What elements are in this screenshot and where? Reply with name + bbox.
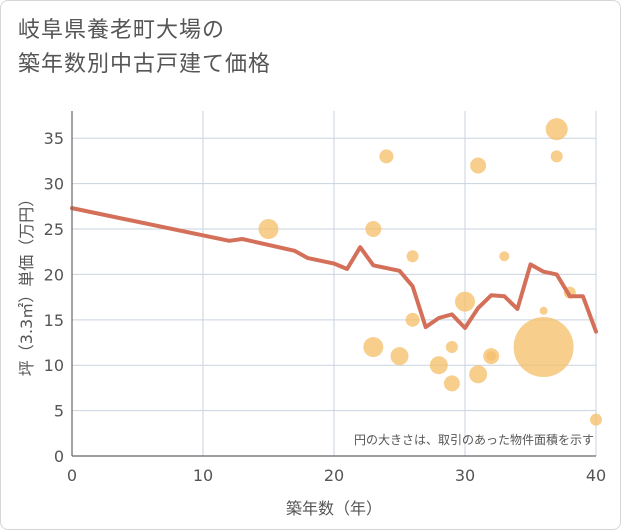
scatter-point (486, 351, 497, 362)
scatter-point (429, 356, 448, 375)
y-tick-label: 25 (44, 220, 64, 239)
scatter-point (258, 219, 279, 240)
axes (71, 111, 596, 457)
title-line-1: 岐阜県養老町大場の (18, 18, 226, 43)
x-tick-label: 0 (67, 466, 77, 485)
scatter-point (590, 413, 602, 426)
x-axis-title: 築年数（年） (286, 499, 382, 518)
y-tick-label: 30 (44, 175, 64, 194)
x-tick-label: 40 (586, 466, 606, 485)
scatter-point (445, 341, 458, 354)
scatter-point (550, 150, 563, 163)
scatter-point (405, 312, 420, 327)
y-axis-title: 坪（3.3㎡）単価（万円） (17, 191, 36, 376)
y-tick-label: 20 (44, 265, 64, 284)
chart-title: 岐阜県養老町大場の 築年数別中古戸建て価格 (18, 14, 271, 82)
scatter-point (545, 118, 568, 141)
trend-line (70, 206, 598, 334)
x-tick-label: 20 (324, 466, 344, 485)
scatter-point (443, 375, 460, 392)
y-tick-label: 15 (44, 311, 64, 330)
scatter-point (365, 221, 382, 238)
scatter-point (455, 291, 475, 312)
y-tick-label: 0 (54, 447, 64, 466)
title-line-2: 築年数別中古戸建て価格 (18, 52, 272, 77)
scatter-point (499, 251, 510, 262)
x-tick-label: 30 (455, 466, 475, 485)
scatter-point (513, 317, 574, 378)
scatter-point (390, 347, 409, 366)
scatter-point (470, 157, 487, 174)
scatter-point (379, 149, 394, 164)
scatter-point (363, 337, 384, 358)
scatter-point (539, 306, 548, 315)
tick-labels: 0 10 20 30 40 0 5 10 15 20 25 30 35 (44, 129, 607, 485)
y-tick-label: 35 (44, 129, 64, 148)
y-tick-label: 10 (44, 356, 64, 375)
scatter-point (469, 365, 488, 384)
x-tick-label: 10 (193, 466, 213, 485)
y-tick-label: 5 (54, 402, 64, 421)
size-note: 円の大きさは、取引のあった物件面積を示す (354, 432, 594, 447)
scatter-point (406, 250, 419, 263)
